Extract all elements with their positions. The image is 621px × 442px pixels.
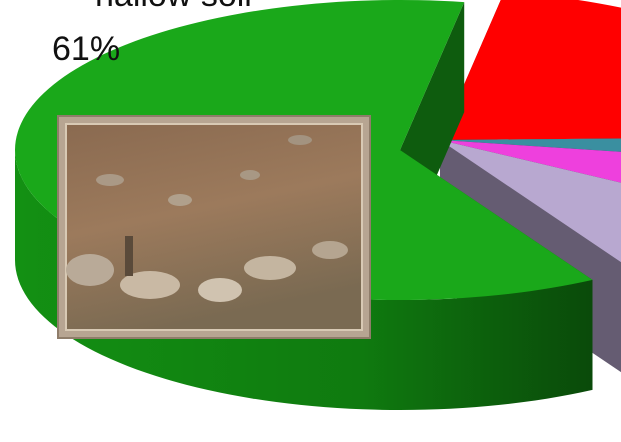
- pie-slice: [440, 138, 621, 152]
- value-label: 61%: [52, 30, 120, 68]
- slice-side: [15, 150, 593, 410]
- photo: [57, 115, 371, 339]
- pie-slice: [440, 0, 621, 140]
- pie-slice: [440, 140, 621, 263]
- slice-label: hallow soil: [95, 0, 252, 14]
